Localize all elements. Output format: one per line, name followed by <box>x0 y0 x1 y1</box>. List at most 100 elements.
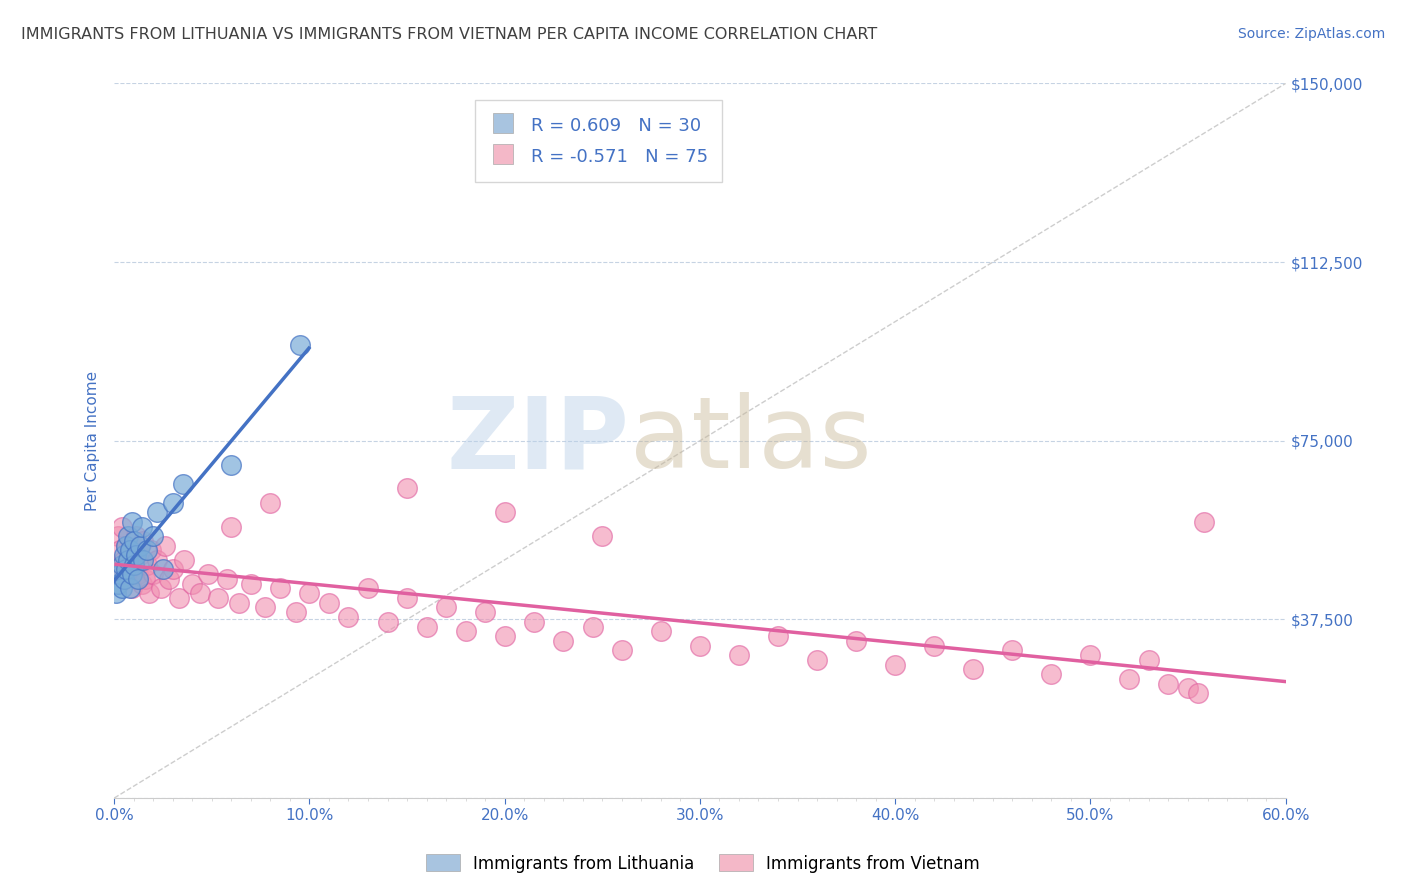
Point <box>118 543 141 558</box>
Point <box>318 596 340 610</box>
Point <box>157 572 180 586</box>
Point <box>396 591 419 605</box>
Point <box>112 572 135 586</box>
Point <box>228 596 250 610</box>
Point <box>124 548 146 562</box>
Point <box>1137 653 1160 667</box>
Point <box>117 553 139 567</box>
Point <box>121 567 143 582</box>
Point <box>454 624 477 639</box>
Point <box>434 600 457 615</box>
Text: ZIP: ZIP <box>447 392 630 489</box>
Point <box>138 586 160 600</box>
Point <box>284 605 307 619</box>
Point <box>396 482 419 496</box>
Point <box>188 586 211 600</box>
Point <box>141 543 163 558</box>
Point <box>127 567 149 582</box>
Point <box>142 529 165 543</box>
Point <box>298 586 321 600</box>
Point <box>146 553 169 567</box>
Point <box>107 576 129 591</box>
Text: atlas: atlas <box>630 392 872 489</box>
Point <box>122 553 145 567</box>
Point <box>962 662 984 676</box>
Point <box>494 505 516 519</box>
Point <box>845 633 868 648</box>
Point <box>128 539 150 553</box>
Point <box>111 519 134 533</box>
Point <box>167 591 190 605</box>
Point <box>221 458 243 472</box>
Legend: R = 0.609   N = 30, R = -0.571   N = 75: R = 0.609 N = 30, R = -0.571 N = 75 <box>475 100 723 182</box>
Point <box>117 529 139 543</box>
Point <box>132 533 155 548</box>
Point <box>1192 515 1215 529</box>
Point <box>162 496 184 510</box>
Point <box>173 553 195 567</box>
Point <box>217 572 239 586</box>
Point <box>1187 686 1209 700</box>
Point <box>128 548 150 562</box>
Point <box>115 562 138 576</box>
Point <box>221 519 243 533</box>
Point <box>1001 643 1024 657</box>
Point <box>207 591 229 605</box>
Point <box>357 582 380 596</box>
Point <box>259 496 281 510</box>
Point <box>1040 667 1063 681</box>
Point <box>494 629 516 643</box>
Point <box>131 576 153 591</box>
Point <box>121 515 143 529</box>
Point <box>1157 677 1180 691</box>
Point <box>181 576 204 591</box>
Point <box>610 643 633 657</box>
Point <box>122 533 145 548</box>
Point <box>105 562 128 576</box>
Point <box>806 653 828 667</box>
Point <box>553 633 575 648</box>
Point <box>288 338 311 352</box>
Point <box>172 476 194 491</box>
Point <box>108 543 131 558</box>
Point <box>121 582 143 596</box>
Point <box>523 615 546 629</box>
Point <box>377 615 399 629</box>
Point <box>1177 681 1199 696</box>
Point <box>581 619 603 633</box>
Point <box>108 567 131 582</box>
Point <box>239 576 262 591</box>
Point <box>153 539 176 553</box>
Point <box>112 548 135 562</box>
Y-axis label: Per Capita Income: Per Capita Income <box>86 371 100 511</box>
Point <box>111 582 134 596</box>
Point <box>474 605 496 619</box>
Point <box>884 657 907 672</box>
Legend: Immigrants from Lithuania, Immigrants from Vietnam: Immigrants from Lithuania, Immigrants fr… <box>419 847 987 880</box>
Point <box>922 639 945 653</box>
Point <box>134 572 156 586</box>
Point <box>1118 672 1140 686</box>
Point <box>269 582 291 596</box>
Point <box>117 562 139 576</box>
Point <box>689 639 711 653</box>
Point <box>591 529 613 543</box>
Point <box>105 586 128 600</box>
Point <box>650 624 672 639</box>
Point <box>115 539 138 553</box>
Point <box>111 558 134 572</box>
Text: Source: ZipAtlas.com: Source: ZipAtlas.com <box>1237 27 1385 41</box>
Point <box>728 648 751 662</box>
Point <box>115 539 138 553</box>
Point <box>127 572 149 586</box>
Point <box>766 629 789 643</box>
Point <box>162 562 184 576</box>
Point <box>132 553 155 567</box>
Point <box>150 582 173 596</box>
Point <box>118 543 141 558</box>
Point <box>415 619 437 633</box>
Point <box>122 558 145 572</box>
Point <box>197 567 219 582</box>
Point <box>124 529 146 543</box>
Point <box>146 505 169 519</box>
